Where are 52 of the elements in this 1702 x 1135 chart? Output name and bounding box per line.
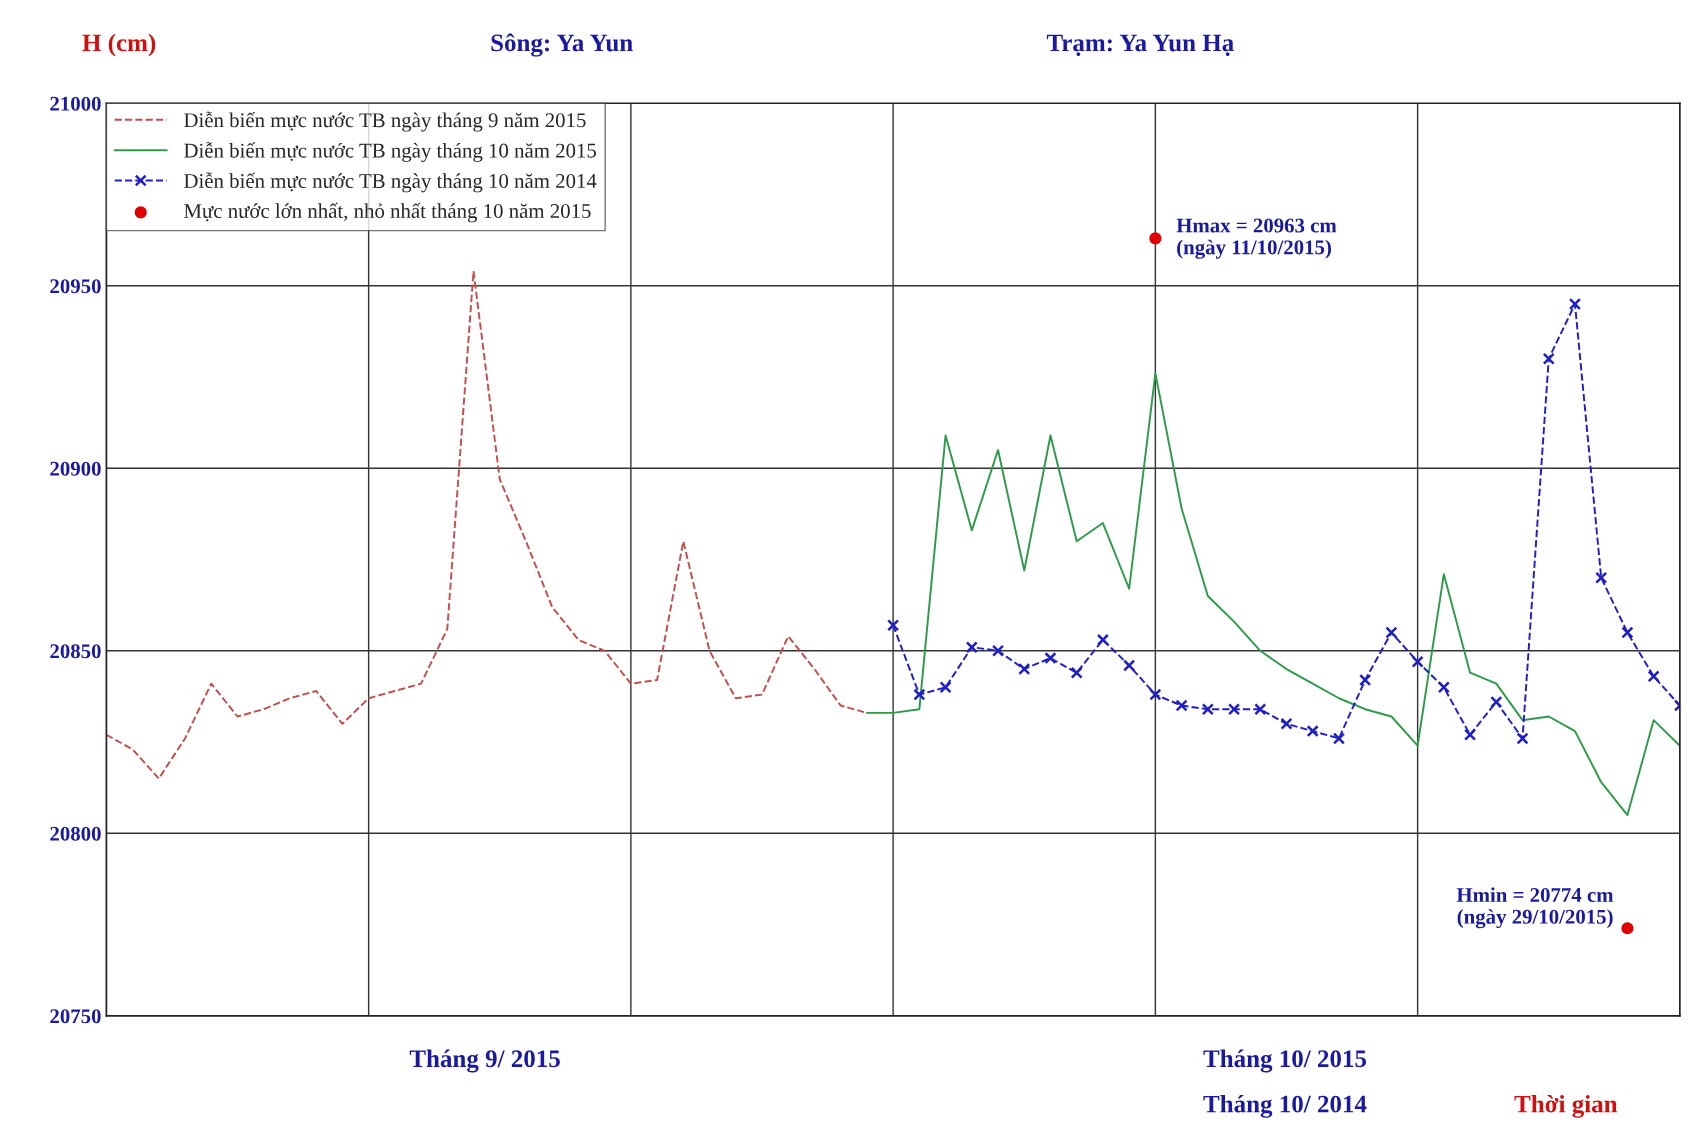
point [1123, 659, 1136, 672]
chart-title: Sông: Ya Yun [491, 33, 633, 57]
point [1359, 673, 1372, 687]
point [1516, 732, 1529, 745]
point [965, 641, 978, 654]
point [1096, 633, 1110, 646]
point [1280, 717, 1293, 730]
y-tick-label: 21000 [50, 96, 101, 111]
line-series [865, 372, 1680, 817]
y-axis-title: H (cm) [82, 33, 156, 57]
point [1595, 571, 1608, 584]
point [1149, 232, 1162, 245]
point [1149, 688, 1162, 701]
point [1175, 699, 1188, 712]
point [1621, 626, 1634, 639]
x-axis-title: Thời gian [1514, 1094, 1618, 1118]
text: Tháng 9/ 2015 [409, 1049, 560, 1073]
y-tick-label: 20750 [50, 1009, 101, 1024]
point [939, 681, 952, 694]
point [1070, 666, 1083, 679]
legend-label: Diễn biến mực nước TB ngày tháng 10 năm 2015 [184, 141, 597, 162]
legend-label: Diễn biến mực nước TB ngày tháng 9 năm 2015 [184, 111, 586, 132]
point [1254, 703, 1267, 716]
y-tick-label: 20950 [50, 279, 101, 294]
point [1385, 626, 1398, 639]
legend-label: Diễn biến mực nước TB ngày tháng 10 năm 2014 [184, 172, 597, 193]
text: Tháng 10/ 2014 [1203, 1094, 1367, 1118]
point [1306, 725, 1319, 738]
y-tick-label: 20800 [50, 826, 101, 841]
point [1044, 652, 1057, 665]
point [1568, 297, 1582, 311]
annotation: Hmin = 20774 cm (ngày 29/10/2015) [1456, 887, 1614, 929]
point [913, 688, 926, 701]
y-tick-label: 20850 [50, 644, 101, 659]
point [991, 644, 1005, 657]
point [1332, 732, 1346, 745]
text: Tháng 10/ 2015 [1203, 1049, 1367, 1073]
chart-subtitle: Trạm: Ya Yun Hạ [1046, 34, 1234, 56]
point [1647, 670, 1660, 683]
point [1018, 662, 1031, 676]
point [1490, 695, 1503, 709]
point [1227, 703, 1241, 716]
legend-label: Mực nước lớn nhất, nhỏ nhất tháng 10 năm 2015 [184, 202, 591, 223]
point [1463, 728, 1477, 741]
point [1437, 681, 1450, 694]
point [1411, 655, 1424, 668]
point [1621, 922, 1634, 935]
point [1542, 352, 1555, 365]
point [887, 619, 900, 632]
y-tick-label: 20900 [50, 461, 101, 476]
point [1201, 703, 1214, 716]
annotation: Hmax = 20963 cm (ngày 11/10/2015) [1176, 218, 1337, 259]
